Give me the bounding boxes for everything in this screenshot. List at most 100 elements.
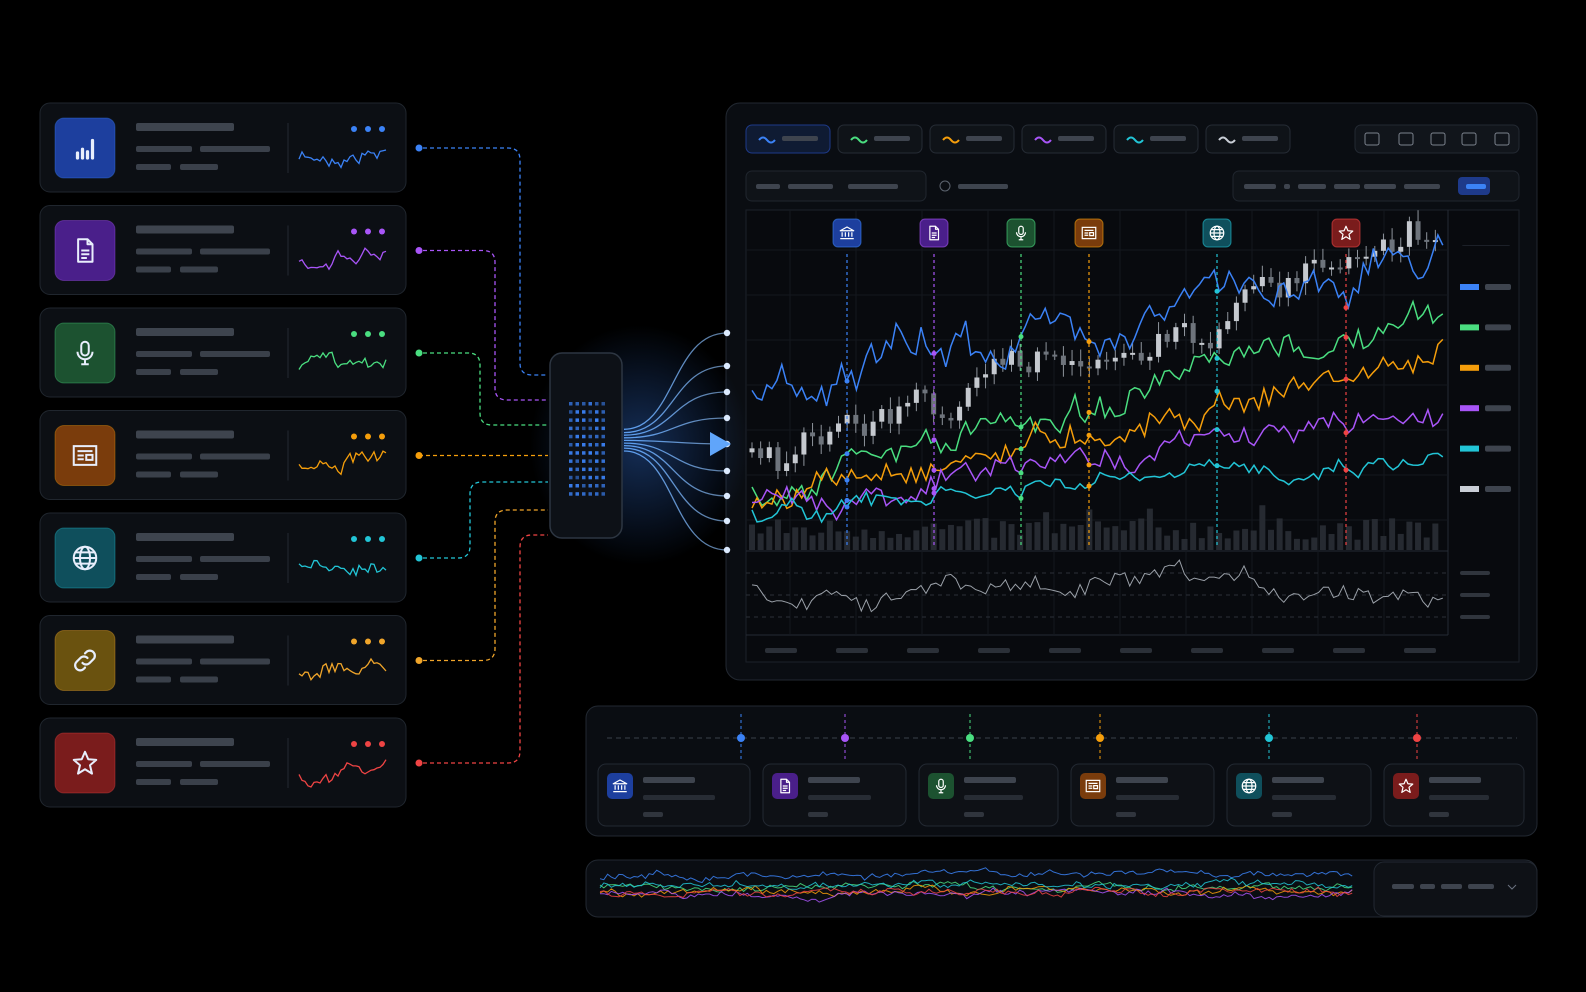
hub-dot <box>595 467 599 472</box>
card-menu-dot[interactable] <box>365 638 371 645</box>
output-dot <box>723 517 731 525</box>
fan-line <box>623 444 728 497</box>
placeholder-bar <box>964 812 984 817</box>
card-menu-dot[interactable] <box>379 638 385 645</box>
volume-bar <box>913 530 920 550</box>
hub-dot <box>601 434 605 439</box>
volume-bar <box>1207 526 1214 550</box>
volume-bar <box>1311 537 1318 550</box>
placeholder-bar <box>765 648 797 653</box>
card-menu-dot[interactable] <box>379 331 385 337</box>
candle-body <box>810 432 816 437</box>
candle-body <box>1147 356 1153 361</box>
hub-dot <box>588 434 592 439</box>
event-badge[interactable] <box>1331 218 1361 248</box>
placeholder-bar <box>136 738 234 746</box>
volume-bar <box>1060 523 1067 550</box>
card-menu-dot[interactable] <box>351 433 357 440</box>
placeholder-bar <box>964 795 1023 800</box>
volume-bar <box>774 519 781 550</box>
card-menu-dot[interactable] <box>379 433 385 440</box>
output-dot <box>723 492 731 500</box>
toolbar-icon[interactable] <box>1494 132 1510 146</box>
hub-dot <box>569 467 573 472</box>
candle-body <box>1268 277 1274 283</box>
candle-body <box>939 414 945 418</box>
timeline-node[interactable] <box>1413 734 1421 742</box>
placeholder-bar <box>136 533 234 541</box>
volume-bar <box>1345 526 1352 550</box>
placeholder-bar <box>200 351 270 357</box>
card-menu-dot[interactable] <box>351 536 357 542</box>
timeline-node[interactable] <box>1096 734 1104 742</box>
timeline-node[interactable] <box>737 734 745 742</box>
card-menu-dot[interactable] <box>351 331 357 337</box>
placeholder-bar <box>1404 648 1436 653</box>
placeholder-bar <box>136 164 171 170</box>
hub-dot <box>582 402 586 406</box>
placeholder-bar <box>1485 324 1511 331</box>
hub-dot <box>575 410 579 414</box>
candle-body <box>836 423 841 432</box>
candle-body <box>1398 246 1404 252</box>
card-menu-dot[interactable] <box>365 433 371 440</box>
hub-dot <box>601 418 605 422</box>
event-point <box>1214 288 1220 294</box>
event-point <box>844 451 850 457</box>
event-badge[interactable] <box>832 218 862 248</box>
card-menu-dot[interactable] <box>351 228 357 235</box>
selector[interactable] <box>745 170 927 202</box>
card-menu-dot[interactable] <box>379 126 385 132</box>
candle-body <box>1026 366 1032 373</box>
card-menu-dot[interactable] <box>351 126 357 132</box>
hub-dot <box>582 434 586 439</box>
event-point <box>1343 430 1349 436</box>
candle-body <box>1346 257 1352 269</box>
placeholder-bar <box>643 795 715 800</box>
toolbar-icon[interactable] <box>1461 132 1477 146</box>
fan-line <box>623 447 728 522</box>
placeholder-bar <box>756 184 780 189</box>
toolbar-icon[interactable] <box>1398 132 1414 146</box>
card-menu-dot[interactable] <box>365 741 371 747</box>
event-badge[interactable] <box>1006 218 1036 248</box>
card-menu-dot[interactable] <box>379 536 385 542</box>
toolbar-icons <box>1354 124 1520 154</box>
hub-dot <box>575 475 579 480</box>
placeholder-bar <box>180 471 218 478</box>
placeholder-bar <box>136 676 171 683</box>
event-badge[interactable] <box>1074 218 1104 248</box>
card-menu-dot[interactable] <box>351 638 357 645</box>
placeholder-bar <box>1485 486 1511 492</box>
volume-bar <box>1069 526 1076 550</box>
placeholder-bar <box>1485 445 1511 452</box>
toolbar-icon[interactable] <box>1430 132 1446 146</box>
card-menu-dot[interactable] <box>365 228 371 235</box>
event-card-icon <box>928 773 954 799</box>
timeline-node[interactable] <box>841 734 849 742</box>
toolbar-icon[interactable] <box>1364 132 1380 146</box>
hub-dot <box>588 443 592 447</box>
sparkline <box>298 351 387 370</box>
volume-bar <box>999 521 1006 550</box>
card-menu-dot[interactable] <box>379 228 385 235</box>
volume-bar <box>1363 519 1370 550</box>
timeline-node[interactable] <box>1265 734 1273 742</box>
card-menu-dot[interactable] <box>351 741 357 747</box>
volume-bar <box>1406 521 1413 550</box>
candle-body <box>1156 333 1162 357</box>
card-menu-dot[interactable] <box>365 126 371 132</box>
fan-line <box>623 391 728 436</box>
volume-bar <box>1043 512 1050 550</box>
timeline-node[interactable] <box>966 734 974 742</box>
placeholder-bar <box>1120 648 1152 653</box>
candle-body <box>1251 286 1257 290</box>
card-menu-dot[interactable] <box>365 536 371 542</box>
candle-body <box>983 374 989 378</box>
hub-dot <box>569 459 573 463</box>
candle-body <box>1086 366 1092 369</box>
card-menu-dot[interactable] <box>379 741 385 747</box>
chevron <box>1507 884 1517 890</box>
card-menu-dot[interactable] <box>365 331 371 337</box>
